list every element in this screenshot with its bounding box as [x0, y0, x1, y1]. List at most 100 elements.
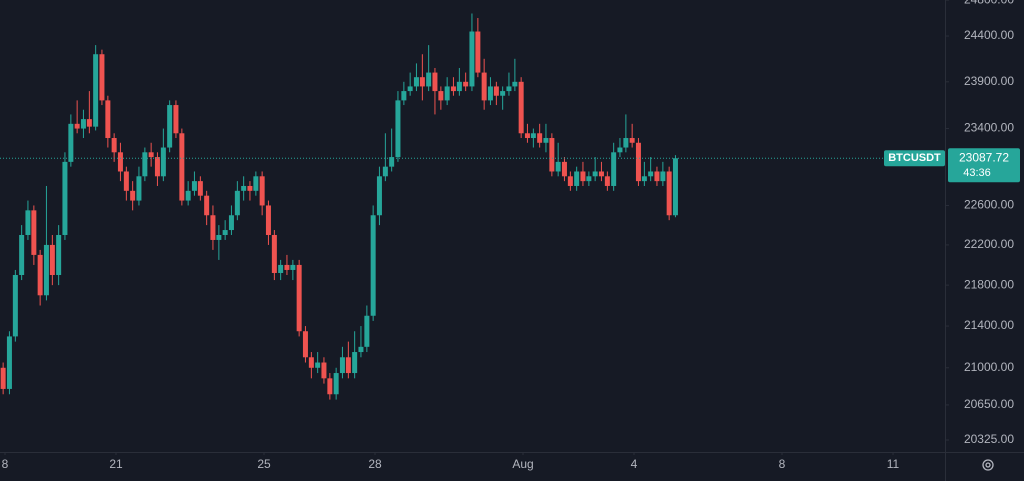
settings-icon[interactable] — [982, 459, 994, 471]
candle-body — [234, 190, 240, 216]
candle-body — [179, 133, 185, 201]
candle-body — [444, 86, 450, 101]
y-tick-label: 20325.00 — [964, 432, 1014, 446]
candle-body — [549, 138, 555, 172]
candle-body — [648, 171, 654, 177]
candle-body — [43, 244, 49, 296]
candle-body — [493, 86, 499, 96]
candle-body — [56, 234, 62, 276]
x-tick-label: 8 — [2, 457, 9, 471]
candle-body — [271, 234, 277, 273]
candle-body — [598, 171, 604, 177]
candle-body — [586, 176, 592, 182]
candle-body — [456, 81, 462, 92]
candle-body — [265, 205, 271, 235]
candle-body — [296, 264, 302, 332]
candle-body — [185, 190, 191, 201]
y-tick-label: 21400.00 — [964, 318, 1014, 332]
y-tick-label: 21000.00 — [964, 360, 1014, 374]
candle-body — [617, 147, 623, 153]
candle-body — [130, 190, 136, 201]
candle-body — [253, 176, 259, 191]
candle-body — [197, 181, 203, 196]
candle-body — [395, 100, 401, 158]
candle-body — [142, 152, 148, 177]
candles — [0, 13, 678, 400]
candle-body — [93, 54, 99, 127]
x-tick-label: 28 — [368, 457, 382, 471]
settings-ring — [982, 459, 994, 471]
candle-body — [629, 138, 635, 143]
candle-body — [6, 336, 12, 389]
y-tick-label: 24400.00 — [964, 28, 1014, 42]
candle-body — [660, 171, 666, 182]
candle-body — [278, 264, 284, 273]
candle-body — [555, 161, 561, 172]
candle-body — [321, 362, 327, 379]
candle-body — [327, 378, 333, 395]
candle-body — [450, 86, 456, 92]
symbol-label: BTCUSDT — [888, 152, 941, 164]
candle-body — [302, 331, 308, 358]
candle-body — [74, 123, 80, 129]
candle-body — [623, 138, 629, 148]
candle-body — [469, 31, 475, 87]
candle-body — [537, 133, 543, 143]
candle-body — [604, 176, 610, 186]
candle-body — [136, 176, 142, 201]
symbol-tag — [884, 150, 945, 167]
candle-body — [216, 234, 222, 240]
candle-body — [284, 264, 290, 270]
candle-body — [49, 244, 55, 276]
candle-body — [518, 81, 524, 134]
candle-body — [672, 158, 678, 216]
candle-body — [407, 86, 413, 92]
candle-body — [574, 171, 580, 186]
candle-body — [364, 315, 370, 347]
candle-body — [228, 215, 234, 231]
candle-body — [173, 105, 179, 134]
candle-body — [352, 352, 358, 374]
y-tick-label: 22200.00 — [964, 237, 1014, 251]
y-tick-label: 21800.00 — [964, 277, 1014, 291]
candle-body — [376, 176, 382, 216]
candle-body — [401, 91, 407, 101]
candle-body — [333, 373, 339, 395]
candle-body — [666, 171, 672, 216]
candle-body — [290, 264, 296, 270]
candle-body — [222, 230, 228, 235]
candle-body — [315, 362, 321, 368]
candle-body — [99, 54, 105, 101]
candle-body — [389, 157, 395, 167]
candle-body — [160, 147, 166, 177]
candle-body — [247, 185, 253, 191]
settings-core — [985, 462, 991, 468]
candle-body — [358, 346, 364, 353]
x-tick-label: 8 — [779, 457, 786, 471]
candle-body — [25, 210, 31, 235]
y-tick-label: 24800.00 — [964, 0, 1014, 6]
candle-body — [308, 357, 314, 368]
x-tick-label: 11 — [887, 457, 900, 471]
candle-body — [241, 185, 247, 191]
candle-body — [592, 171, 598, 177]
candle-body — [111, 138, 117, 153]
candle-body — [413, 77, 419, 87]
candle-body — [487, 86, 493, 101]
candle-body — [641, 176, 647, 182]
candle-body — [463, 81, 469, 87]
y-tick-label: 23900.00 — [964, 74, 1014, 88]
candle-body — [580, 171, 586, 182]
price-label: 23087.72 — [959, 150, 1009, 164]
candle-body — [210, 215, 216, 240]
candle-body — [105, 100, 111, 139]
candle-body — [506, 86, 512, 92]
candle-body — [419, 77, 425, 87]
candle-body — [524, 133, 530, 139]
candle-body — [37, 254, 43, 296]
candle-body — [635, 142, 641, 182]
y-tick-label: 23400.00 — [964, 121, 1014, 135]
candle-body — [167, 105, 173, 148]
candle-body — [68, 123, 74, 162]
